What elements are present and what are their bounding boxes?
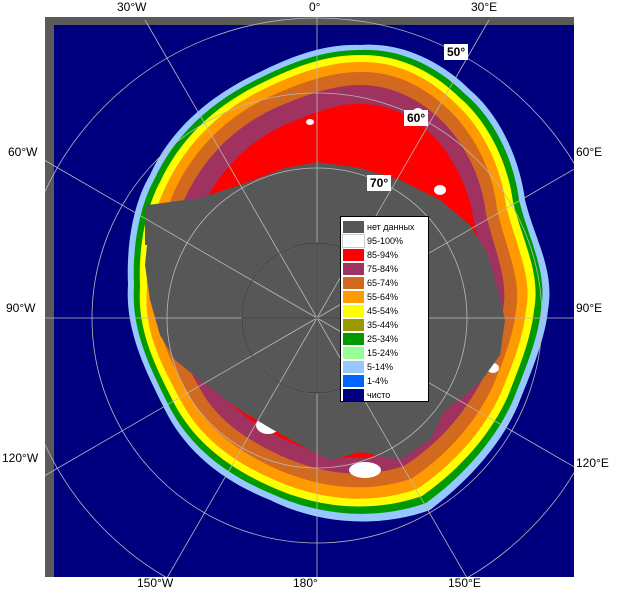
- legend-swatch: [343, 374, 364, 387]
- legend-item: 85-94%: [343, 248, 398, 261]
- legend-label: 15-24%: [367, 347, 399, 358]
- meridian: [45, 160, 318, 319]
- lon-label-120e: 120°E: [576, 456, 609, 470]
- lon-label-180-bottom: 180°: [293, 576, 318, 590]
- lat-label-70: 70°: [367, 175, 392, 191]
- lon-label-30w-top: 30°W: [117, 0, 147, 14]
- legend-label: нет данных: [367, 221, 415, 232]
- sea-ice-map: [45, 17, 574, 577]
- lat-label-50: 50°: [444, 44, 469, 60]
- legend-swatch: [343, 248, 364, 261]
- legend-label: 1-4%: [367, 375, 389, 386]
- legend: нет данных 95-100% 85-94% 75-84% 65-74% 55-64…: [340, 216, 429, 402]
- legend-item: 25-34%: [343, 332, 398, 345]
- meridian: [167, 317, 318, 577]
- map-frame: [45, 17, 574, 577]
- legend-swatch: [343, 318, 364, 331]
- legend-label: 5-14%: [367, 361, 394, 372]
- lon-label-90w: 90°W: [6, 301, 36, 315]
- frame-left-strip: [45, 17, 54, 577]
- legend-item: чисто: [343, 388, 390, 401]
- meridian: [144, 19, 318, 319]
- ice-patch: [349, 462, 381, 478]
- lon-label-150e-bottom: 150°E: [448, 576, 481, 590]
- legend-swatch: [343, 290, 364, 303]
- legend-swatch: [343, 346, 364, 359]
- lat-label-60: 60°: [404, 110, 429, 126]
- legend-item: 15-24%: [343, 346, 398, 359]
- legend-label: 95-100%: [367, 235, 404, 246]
- legend-item: 1-4%: [343, 374, 388, 387]
- graticule: [45, 17, 574, 577]
- lon-label-90e: 90°E: [576, 301, 603, 315]
- legend-item: 35-44%: [343, 318, 398, 331]
- ice-patch: [434, 185, 446, 195]
- legend-item: 75-84%: [343, 262, 398, 275]
- legend-swatch: [343, 388, 364, 401]
- lon-label-150w-bottom: 150°W: [137, 576, 174, 590]
- legend-label: чисто: [367, 389, 391, 400]
- lon-label-60w: 60°W: [8, 145, 38, 159]
- legend-item: 45-54%: [343, 304, 398, 317]
- legend-label: 55-64%: [367, 291, 399, 302]
- legend-item: нет данных: [343, 220, 414, 233]
- lon-label-30e-top: 30°E: [471, 0, 498, 14]
- meridian: [45, 317, 318, 476]
- legend-swatch: [343, 276, 364, 289]
- legend-swatch: [343, 360, 364, 373]
- lon-label-60e: 60°E: [576, 145, 603, 159]
- antarctica-peninsula: [145, 205, 185, 245]
- frame-top-strip: [45, 17, 574, 25]
- legend-swatch: [343, 332, 364, 345]
- legend-label: 35-44%: [367, 319, 399, 330]
- legend-label: 85-94%: [367, 249, 399, 260]
- legend-item: 5-14%: [343, 360, 393, 373]
- legend-swatch: [343, 220, 364, 233]
- legend-swatch: [342, 233, 365, 248]
- legend-swatch: [343, 304, 364, 317]
- legend-label: 25-34%: [367, 333, 399, 344]
- legend-label: 65-74%: [367, 277, 399, 288]
- lon-label-120w: 120°W: [2, 451, 39, 465]
- legend-item: 95-100%: [342, 233, 404, 248]
- legend-item: 55-64%: [343, 290, 398, 303]
- ice-patch: [306, 119, 314, 125]
- legend-label: 75-84%: [367, 263, 399, 274]
- legend-item: 65-74%: [343, 276, 398, 289]
- legend-swatch: [343, 262, 364, 275]
- lon-label-0-top: 0°: [309, 0, 321, 14]
- legend-label: 45-54%: [367, 305, 399, 316]
